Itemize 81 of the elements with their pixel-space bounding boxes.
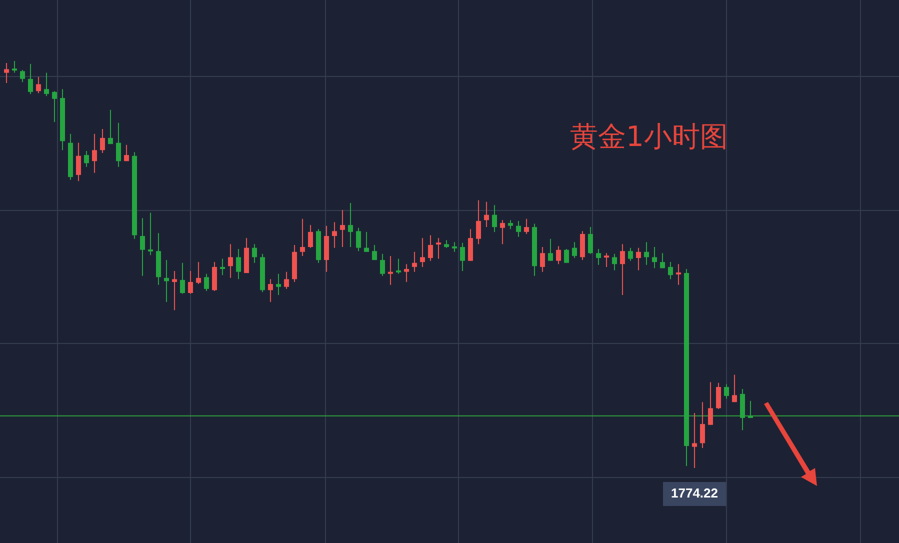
candlestick xyxy=(620,244,625,296)
candlestick xyxy=(420,238,425,268)
candlestick xyxy=(412,251,417,272)
candlestick xyxy=(652,246,657,269)
candlestick xyxy=(388,255,393,286)
candlestick xyxy=(44,72,49,96)
candlestick xyxy=(276,273,281,296)
candlestick xyxy=(604,252,609,268)
candlestick xyxy=(572,242,577,258)
candlestick xyxy=(676,264,681,286)
candlestick xyxy=(612,253,617,271)
candlestick xyxy=(548,238,553,262)
candlestick xyxy=(700,402,705,449)
candlestick xyxy=(636,247,641,271)
candlestick xyxy=(524,218,529,234)
candlestick xyxy=(4,62,9,84)
candlestick xyxy=(564,248,569,264)
candlestick xyxy=(492,204,497,232)
candlestick xyxy=(148,212,153,256)
candlestick xyxy=(732,374,737,403)
candlestick xyxy=(188,270,193,294)
text: 1774.22 xyxy=(671,486,718,501)
candlestick xyxy=(228,244,233,278)
candlestick xyxy=(588,226,593,254)
candlestick xyxy=(308,224,313,248)
candlestick xyxy=(356,227,361,252)
candlestick xyxy=(164,260,169,302)
candlestick xyxy=(12,60,17,74)
candlestick xyxy=(556,246,561,265)
candlestick xyxy=(196,262,201,285)
candlestick xyxy=(100,128,105,154)
candlestick xyxy=(668,262,673,280)
text: 黄金1小时图 xyxy=(570,119,728,155)
candlestick xyxy=(340,209,345,248)
candlestick xyxy=(404,264,409,282)
candlestick xyxy=(708,382,713,426)
candlestick xyxy=(644,242,649,266)
candlestick xyxy=(428,234,433,262)
candlestick xyxy=(436,238,441,260)
candlestick xyxy=(724,384,729,400)
candlestick xyxy=(36,76,41,94)
candlestick xyxy=(476,200,481,245)
candlestick xyxy=(300,218,305,256)
candlestick xyxy=(172,270,177,311)
candlestick xyxy=(108,109,113,145)
candlestick xyxy=(212,262,217,292)
candlestick xyxy=(540,246,545,272)
candlestick xyxy=(716,382,721,410)
candlestick xyxy=(20,69,25,83)
candlestick xyxy=(204,273,209,292)
candlestick xyxy=(124,144,129,162)
candlestick xyxy=(380,253,385,276)
candlestick xyxy=(628,247,633,262)
candlestick xyxy=(332,222,337,248)
candlestick xyxy=(76,142,81,182)
candlestick xyxy=(268,278,273,302)
candlestick xyxy=(236,248,241,280)
candlestick xyxy=(116,122,121,168)
candlestick xyxy=(596,248,601,266)
candlestick xyxy=(692,412,697,468)
candlestick xyxy=(52,90,57,123)
candlestick xyxy=(396,258,401,274)
candlestick xyxy=(452,242,457,252)
candlestick xyxy=(660,252,665,269)
candlestick xyxy=(516,220,521,238)
candlestick xyxy=(84,150,89,168)
candlestick xyxy=(468,228,473,262)
candlestick xyxy=(348,202,353,248)
candlestick xyxy=(460,242,465,272)
candlestick xyxy=(500,220,505,245)
candlestick xyxy=(220,258,225,276)
candlestick xyxy=(252,244,257,264)
candlestick xyxy=(484,201,489,228)
candlestick xyxy=(180,262,185,294)
candlestick xyxy=(28,63,33,94)
candlestick xyxy=(284,271,289,290)
candlestick xyxy=(364,231,369,252)
candlestick xyxy=(140,218,145,276)
candlestick xyxy=(372,244,377,261)
candlestick xyxy=(580,230,585,261)
candlestick xyxy=(92,133,97,174)
